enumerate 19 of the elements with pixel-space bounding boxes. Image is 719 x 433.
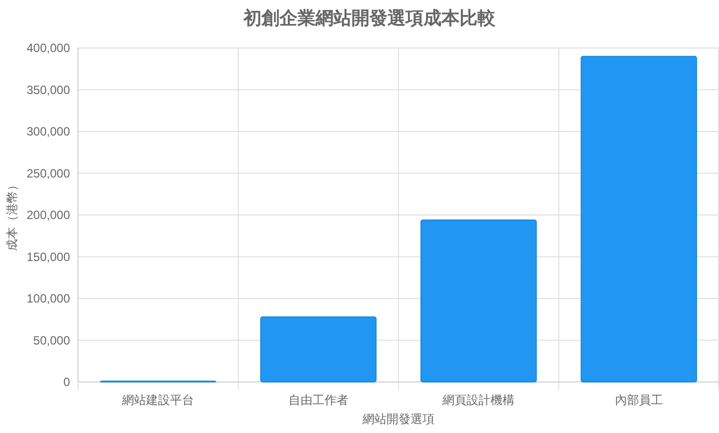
y-tick-label: 100,000	[26, 292, 70, 306]
y-tick-label: 0	[63, 375, 70, 390]
x-tick-label: 網站建設平台	[121, 393, 194, 407]
x-tick-label: 自由工作者	[288, 393, 348, 407]
x-tick-label: 內部員工	[614, 393, 663, 407]
y-tick-label: 150,000	[26, 250, 70, 264]
y-tick-label: 200,000	[26, 208, 70, 222]
y-tick-label: 350,000	[26, 82, 70, 97]
y-tick-label: 400,000	[26, 41, 70, 56]
x-tick-label: 網頁設計機構	[442, 393, 515, 407]
x-axis-title: 網站開發選項	[362, 412, 434, 426]
bar	[260, 316, 377, 382]
bar	[420, 220, 537, 382]
y-tick-label: 50,000	[33, 333, 70, 348]
chart-title: 初創企業網站開發選項成本比較	[242, 8, 496, 28]
bar	[580, 56, 698, 382]
y-tick-label: 300,000	[26, 124, 70, 139]
y-tick-label: 250,000	[26, 166, 70, 180]
y-axis-title: 成本（港幣）	[5, 179, 19, 251]
